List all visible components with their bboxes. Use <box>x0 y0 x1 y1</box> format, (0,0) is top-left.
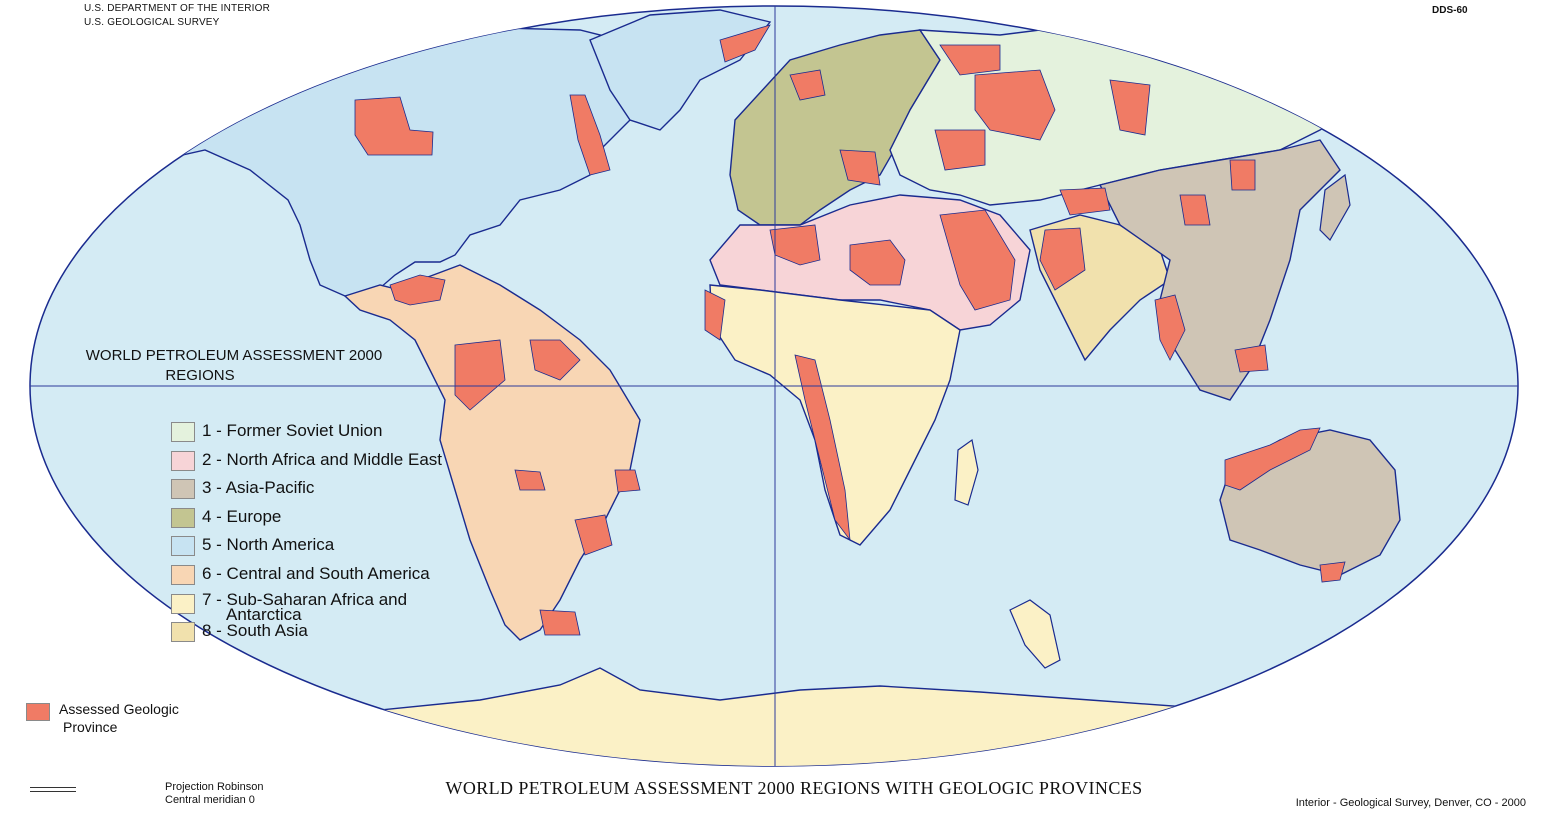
legend-swatch <box>171 536 195 557</box>
region-new-zealand <box>1424 559 1456 611</box>
assessed-province <box>354 96 434 156</box>
assessed-province <box>939 44 1001 76</box>
assessed-label-line2: Province <box>63 719 118 735</box>
legend-swatch <box>171 479 195 500</box>
document-id: DDS-60 <box>1432 5 1468 16</box>
legend-label: 7 - Sub-Saharan Africa and Antarctica <box>202 589 422 624</box>
legend-label-line1: 7 - Sub-Saharan Africa and <box>202 589 408 609</box>
region-asia-pacific <box>1098 139 1341 401</box>
assessed-province <box>939 209 1016 311</box>
assessed-swatch <box>26 703 50 721</box>
assessed-province <box>1224 427 1321 491</box>
assessed-province <box>719 24 771 63</box>
legend-swatch <box>171 564 195 585</box>
assessed-province <box>569 94 611 176</box>
legend-swatch <box>171 507 195 528</box>
assessed-province <box>769 224 821 266</box>
projection-note: Projection Robinson Central meridian 0 <box>165 781 263 807</box>
assessed-province <box>1039 227 1086 291</box>
legend-label: 3 - Asia-Pacific <box>202 478 315 498</box>
assessed-province <box>454 339 506 411</box>
assessed-province <box>934 129 986 171</box>
region-japan <box>1319 173 1351 241</box>
projection-line1: Projection Robinson <box>165 781 264 793</box>
legend-swatch <box>171 622 195 643</box>
assessed-province <box>1319 561 1346 583</box>
assessed-province <box>529 339 581 381</box>
assessed-province <box>1109 79 1151 136</box>
region-sub-saharan-africa <box>709 284 961 546</box>
assessed-label: Assessed Geologic Province <box>59 700 229 736</box>
assessed-province <box>614 469 641 493</box>
legend-label: 5 - North America <box>202 535 335 555</box>
assessed-province <box>389 274 446 306</box>
legend-swatch <box>171 422 195 442</box>
legend-label: 4 - Europe <box>202 506 282 526</box>
assessed-province <box>574 514 613 556</box>
region-madagascar <box>954 438 979 506</box>
map-title: WORLD PETROLEUM ASSESSMENT 2000 REGIONS … <box>445 778 1143 798</box>
assessed-label-line1: Assessed Geologic <box>59 701 179 717</box>
credit-line: Interior - Geological Survey, Denver, CO… <box>1295 797 1526 809</box>
assessed-province <box>789 69 826 101</box>
legend-label: 1 - Former Soviet Union <box>202 421 383 440</box>
region-kerguelen <box>1009 599 1061 669</box>
assessed-province <box>704 289 726 341</box>
legend-label-line2: Antarctica <box>226 604 302 624</box>
legend-title-line1: WORLD PETROLEUM ASSESSMENT 2000 <box>85 347 383 364</box>
assessed-province <box>539 609 581 636</box>
agency-line-1: U.S. DEPARTMENT OF THE INTERIOR <box>84 3 271 14</box>
legend-title: WORLD PETROLEUM ASSESSMENT 2000 REGIONS <box>64 346 404 386</box>
legend-label: 6 - Central and South America <box>202 563 430 583</box>
legend-swatch <box>171 450 195 471</box>
assessed-province <box>1229 159 1256 191</box>
legend-swatch <box>171 593 195 614</box>
assessed-province <box>1234 344 1269 373</box>
assessed-province <box>1179 194 1211 226</box>
assessed-provinces <box>354 24 1346 636</box>
legend-label: 2 - North Africa and Middle East <box>202 449 443 469</box>
projection-line2: Central meridian 0 <box>165 794 255 806</box>
legend-title-line2: REGIONS <box>165 367 235 384</box>
agency-line-2: U.S. GEOLOGICAL SURVEY <box>84 17 220 28</box>
assessed-province <box>1154 294 1186 361</box>
assessed-province <box>974 69 1056 141</box>
assessed-province <box>514 469 546 491</box>
assessed-province <box>794 354 851 542</box>
region-europe <box>729 29 941 226</box>
scale-bar <box>30 787 76 792</box>
assessed-province <box>1059 187 1111 216</box>
region-antarctica <box>139 667 1481 766</box>
assessed-province <box>839 149 881 186</box>
legend-label: 8 - South Asia <box>202 621 308 641</box>
assessed-province <box>849 239 906 286</box>
